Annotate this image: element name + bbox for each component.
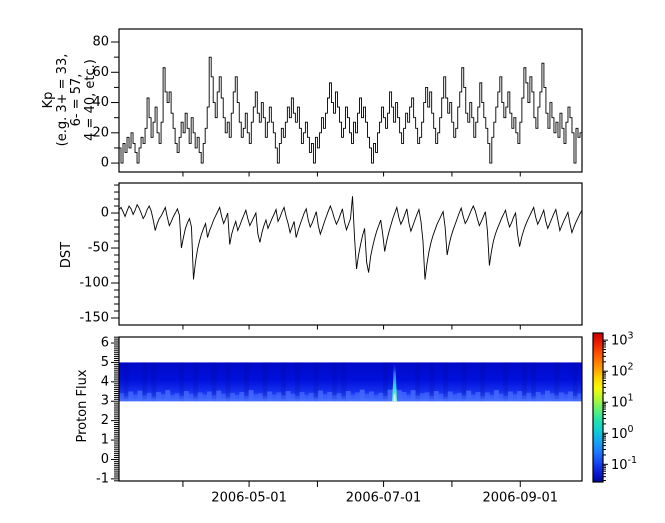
svg-text:2006-09-01: 2006-09-01 xyxy=(482,491,558,506)
svg-text:-50: -50 xyxy=(88,241,109,256)
proton-flux-axis-label: Proton Flux xyxy=(75,369,90,443)
svg-text:101: 101 xyxy=(611,393,634,411)
svg-text:2006-07-01: 2006-07-01 xyxy=(346,491,422,506)
kp-axis-label-line1: Kp xyxy=(41,91,56,109)
svg-text:-100: -100 xyxy=(79,276,109,291)
kp-axis-label: Kp (e.g. 3+ = 33, 6- = 57, 4 = 40, etc.) xyxy=(41,0,98,200)
svg-text:40: 40 xyxy=(92,95,109,110)
svg-text:0: 0 xyxy=(101,452,109,467)
svg-text:-1: -1 xyxy=(96,471,109,486)
svg-text:6: 6 xyxy=(101,336,109,351)
kp-axis-label-line3: 6- = 57, xyxy=(69,73,84,127)
panel-frame-1 xyxy=(118,28,583,173)
panel-frame-2 xyxy=(118,182,583,326)
svg-text:4: 4 xyxy=(101,374,109,389)
svg-text:103: 103 xyxy=(611,331,634,349)
kp-series-line xyxy=(119,56,582,164)
svg-text:0: 0 xyxy=(101,156,109,171)
svg-text:0: 0 xyxy=(101,206,109,221)
proton-event-spike xyxy=(392,364,397,402)
svg-text:80: 80 xyxy=(92,35,109,50)
svg-text:102: 102 xyxy=(611,362,634,380)
kp-axis-label-line4: 4 = 40, etc.) xyxy=(83,59,98,141)
svg-text:20: 20 xyxy=(92,125,109,140)
dst-series-line xyxy=(118,196,583,280)
svg-text:3: 3 xyxy=(101,394,109,409)
kp-axis-label-line2: (e.g. 3+ = 33, xyxy=(55,53,70,147)
svg-text:100: 100 xyxy=(611,424,634,442)
svg-text:10-1: 10-1 xyxy=(611,455,637,473)
proton-heatmap xyxy=(119,362,582,402)
svg-text:-150: -150 xyxy=(79,311,109,326)
dst-axis-label: DST xyxy=(59,241,74,269)
panel-frame-3 xyxy=(118,336,583,482)
svg-text:5: 5 xyxy=(101,355,109,370)
svg-text:1: 1 xyxy=(101,433,109,448)
colorbar: 103 102 101 100 10-1 xyxy=(592,331,637,483)
svg-text:2: 2 xyxy=(101,413,109,428)
svg-text:2006-05-01: 2006-05-01 xyxy=(211,491,287,506)
svg-text:60: 60 xyxy=(92,65,109,80)
